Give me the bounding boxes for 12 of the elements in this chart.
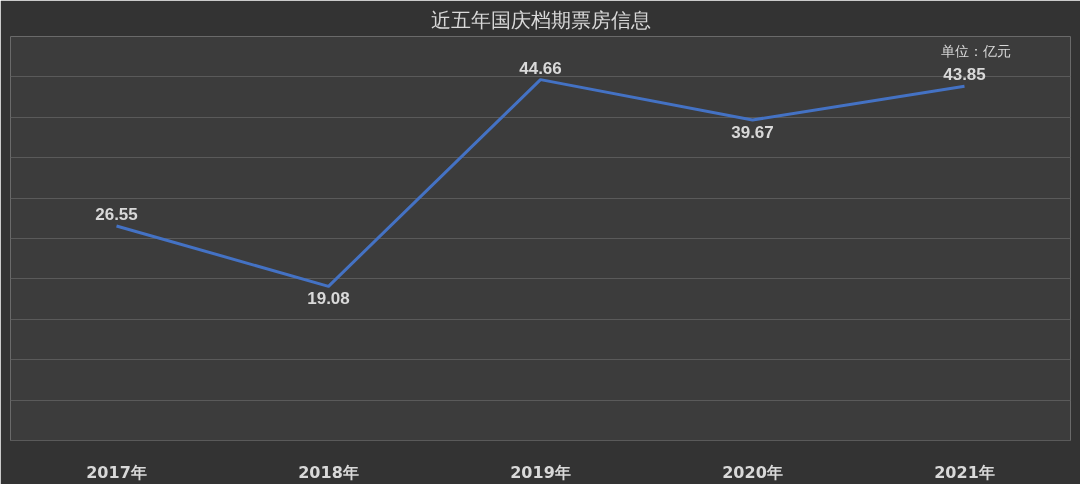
x-tick-label: 2017年 — [86, 462, 147, 482]
data-label: 43.85 — [943, 65, 986, 85]
x-tick-label: 2019年 — [510, 462, 571, 482]
data-label: 44.66 — [519, 58, 562, 78]
x-tick-label: 2020年 — [722, 462, 783, 482]
data-label: 39.67 — [731, 122, 774, 142]
chart-title: 近五年国庆档期票房信息 — [430, 7, 651, 32]
x-tick-label: 2021年 — [934, 462, 995, 482]
data-label: 19.08 — [307, 289, 350, 309]
annotation: 单位：亿元 — [940, 42, 1011, 59]
x-tick-label: 2018年 — [298, 462, 359, 482]
data-label: 26.55 — [95, 204, 138, 224]
